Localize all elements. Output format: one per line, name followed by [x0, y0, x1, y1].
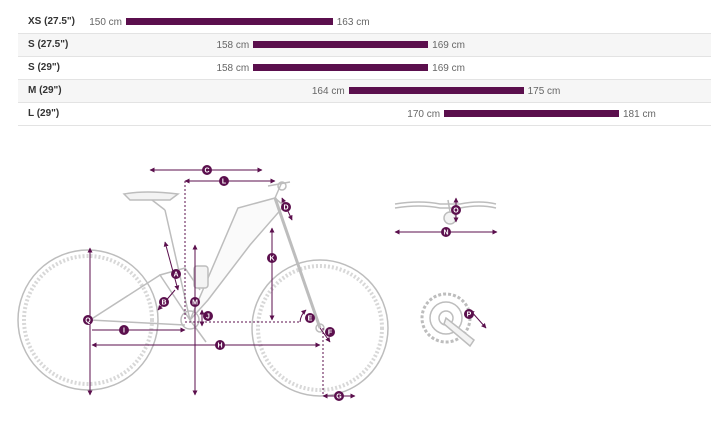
size-row: S (27.5") 158 cm 169 cm: [18, 34, 711, 57]
range-max-label: 169 cm: [432, 63, 465, 74]
range-max-label: 175 cm: [527, 86, 561, 97]
svg-text:C: C: [204, 168, 209, 175]
svg-text:D: D: [283, 205, 288, 212]
range-min-label: 158 cm: [216, 63, 250, 74]
range-bar: [253, 41, 429, 48]
svg-text:K: K: [269, 256, 274, 263]
svg-text:F: F: [328, 330, 333, 337]
range-min-label: 170 cm: [407, 109, 441, 120]
svg-text:O: O: [453, 208, 459, 215]
chainring-detail: [420, 292, 476, 348]
bike-drawing: [17, 181, 389, 397]
marker-E: E: [305, 313, 315, 323]
range-max-label: 181 cm: [623, 109, 656, 120]
svg-text:J: J: [206, 314, 210, 321]
svg-text:E: E: [308, 316, 313, 323]
svg-text:I: I: [123, 328, 125, 335]
svg-text:P: P: [467, 312, 472, 319]
marker-Q: Q: [83, 315, 93, 325]
bike-geometry-illustration: A B C D E F G H I J K L M N O P Q: [17, 165, 498, 401]
marker-group: A B C D E F G H I J K L M N O P Q: [83, 165, 474, 401]
marker-I: I: [119, 325, 129, 335]
size-label: S (27.5"): [28, 39, 69, 50]
size-label: M (29"): [28, 85, 62, 96]
range-bar: [348, 87, 524, 94]
range-max-label: 163 cm: [336, 17, 370, 28]
svg-text:H: H: [217, 343, 222, 350]
marker-C: C: [202, 165, 212, 175]
marker-G: G: [334, 391, 344, 401]
range-bar: [126, 18, 333, 25]
range-min-label: 158 cm: [216, 40, 250, 51]
size-label: L (29"): [28, 108, 60, 119]
size-label: XS (27.5"): [28, 16, 75, 27]
marker-J: J: [203, 311, 213, 321]
svg-text:N: N: [443, 230, 448, 237]
range-max-label: 169 cm: [432, 40, 465, 51]
size-row: L (29") 170 cm 181 cm: [18, 103, 711, 126]
size-row: M (29") 164 cm 175 cm: [18, 80, 711, 103]
marker-H: H: [215, 340, 225, 350]
marker-B: B: [159, 297, 169, 307]
range-min-label: 164 cm: [311, 86, 345, 97]
geometry-diagram: A B C D E F G H I J K L M N O P Q: [0, 150, 720, 423]
svg-text:Q: Q: [85, 318, 91, 325]
marker-F: F: [325, 327, 335, 337]
range-min-label: 150 cm: [89, 17, 122, 28]
range-bar: [253, 64, 429, 71]
range-bar: [444, 110, 619, 117]
size-chart-table: XS (27.5") 150 cm 163 cm S (27.5") 158 c…: [18, 11, 711, 126]
marker-O: O: [451, 205, 461, 215]
svg-text:A: A: [173, 272, 178, 279]
marker-L: L: [219, 176, 229, 186]
size-row: S (29") 158 cm 169 cm: [18, 57, 711, 80]
svg-text:G: G: [336, 394, 342, 401]
marker-A: A: [171, 269, 181, 279]
marker-D: D: [281, 202, 291, 212]
marker-K: K: [267, 253, 277, 263]
marker-P: P: [464, 309, 474, 319]
svg-text:M: M: [192, 300, 198, 307]
marker-N: N: [441, 227, 451, 237]
svg-text:L: L: [222, 179, 227, 186]
handlebar-detail: [394, 199, 497, 225]
size-row: XS (27.5") 150 cm 163 cm: [18, 11, 711, 34]
front-wheel: [251, 259, 389, 397]
marker-M: M: [190, 297, 200, 307]
size-label: S (29"): [28, 62, 60, 73]
svg-text:B: B: [161, 300, 166, 307]
